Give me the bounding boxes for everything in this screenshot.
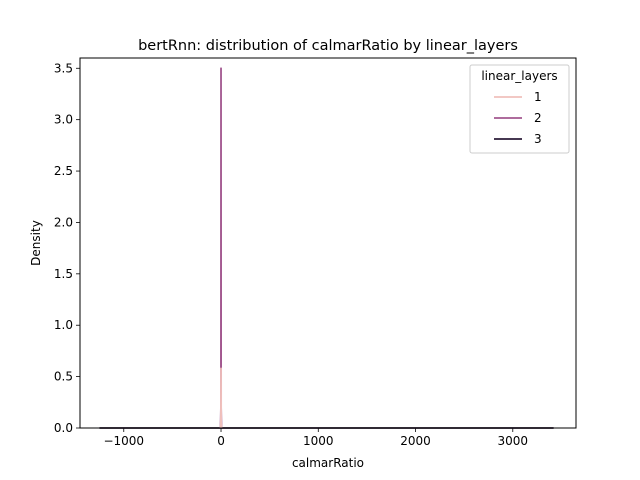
y-axis-label: Density (29, 220, 43, 266)
legend-title: linear_layers (481, 69, 557, 83)
y-tick-label: 0.0 (54, 421, 73, 435)
y-tick-label: 1.0 (54, 318, 73, 332)
chart-title: bertRnn: distribution of calmarRatio by … (138, 38, 518, 54)
x-tick-label: 0 (217, 434, 225, 448)
y-axis: 0.0 0.5 1.0 1.5 2.0 2.5 3.0 3.5 (54, 61, 80, 435)
x-tick-label: −1000 (103, 434, 144, 448)
y-tick-label: 0.5 (54, 370, 73, 384)
legend-label-2: 2 (534, 111, 542, 125)
y-tick-label: 1.5 (54, 267, 73, 281)
x-tick-label: 2000 (400, 434, 431, 448)
legend: linear_layers 1 2 3 (469, 64, 570, 154)
series-line-1 (219, 367, 223, 429)
legend-box (469, 64, 570, 154)
x-axis-label: calmarRatio (292, 456, 364, 470)
legend-label-3: 3 (534, 132, 542, 146)
y-tick-label: 3.0 (54, 113, 73, 127)
x-tick-label: 1000 (303, 434, 334, 448)
legend-label-1: 1 (534, 90, 542, 104)
x-axis: −1000 0 1000 2000 3000 (103, 428, 528, 448)
y-tick-label: 2.5 (54, 164, 73, 178)
y-tick-label: 3.5 (54, 61, 73, 75)
axes-frame (79, 57, 577, 429)
y-tick-label: 2.0 (54, 215, 73, 229)
x-tick-label: 3000 (498, 434, 529, 448)
